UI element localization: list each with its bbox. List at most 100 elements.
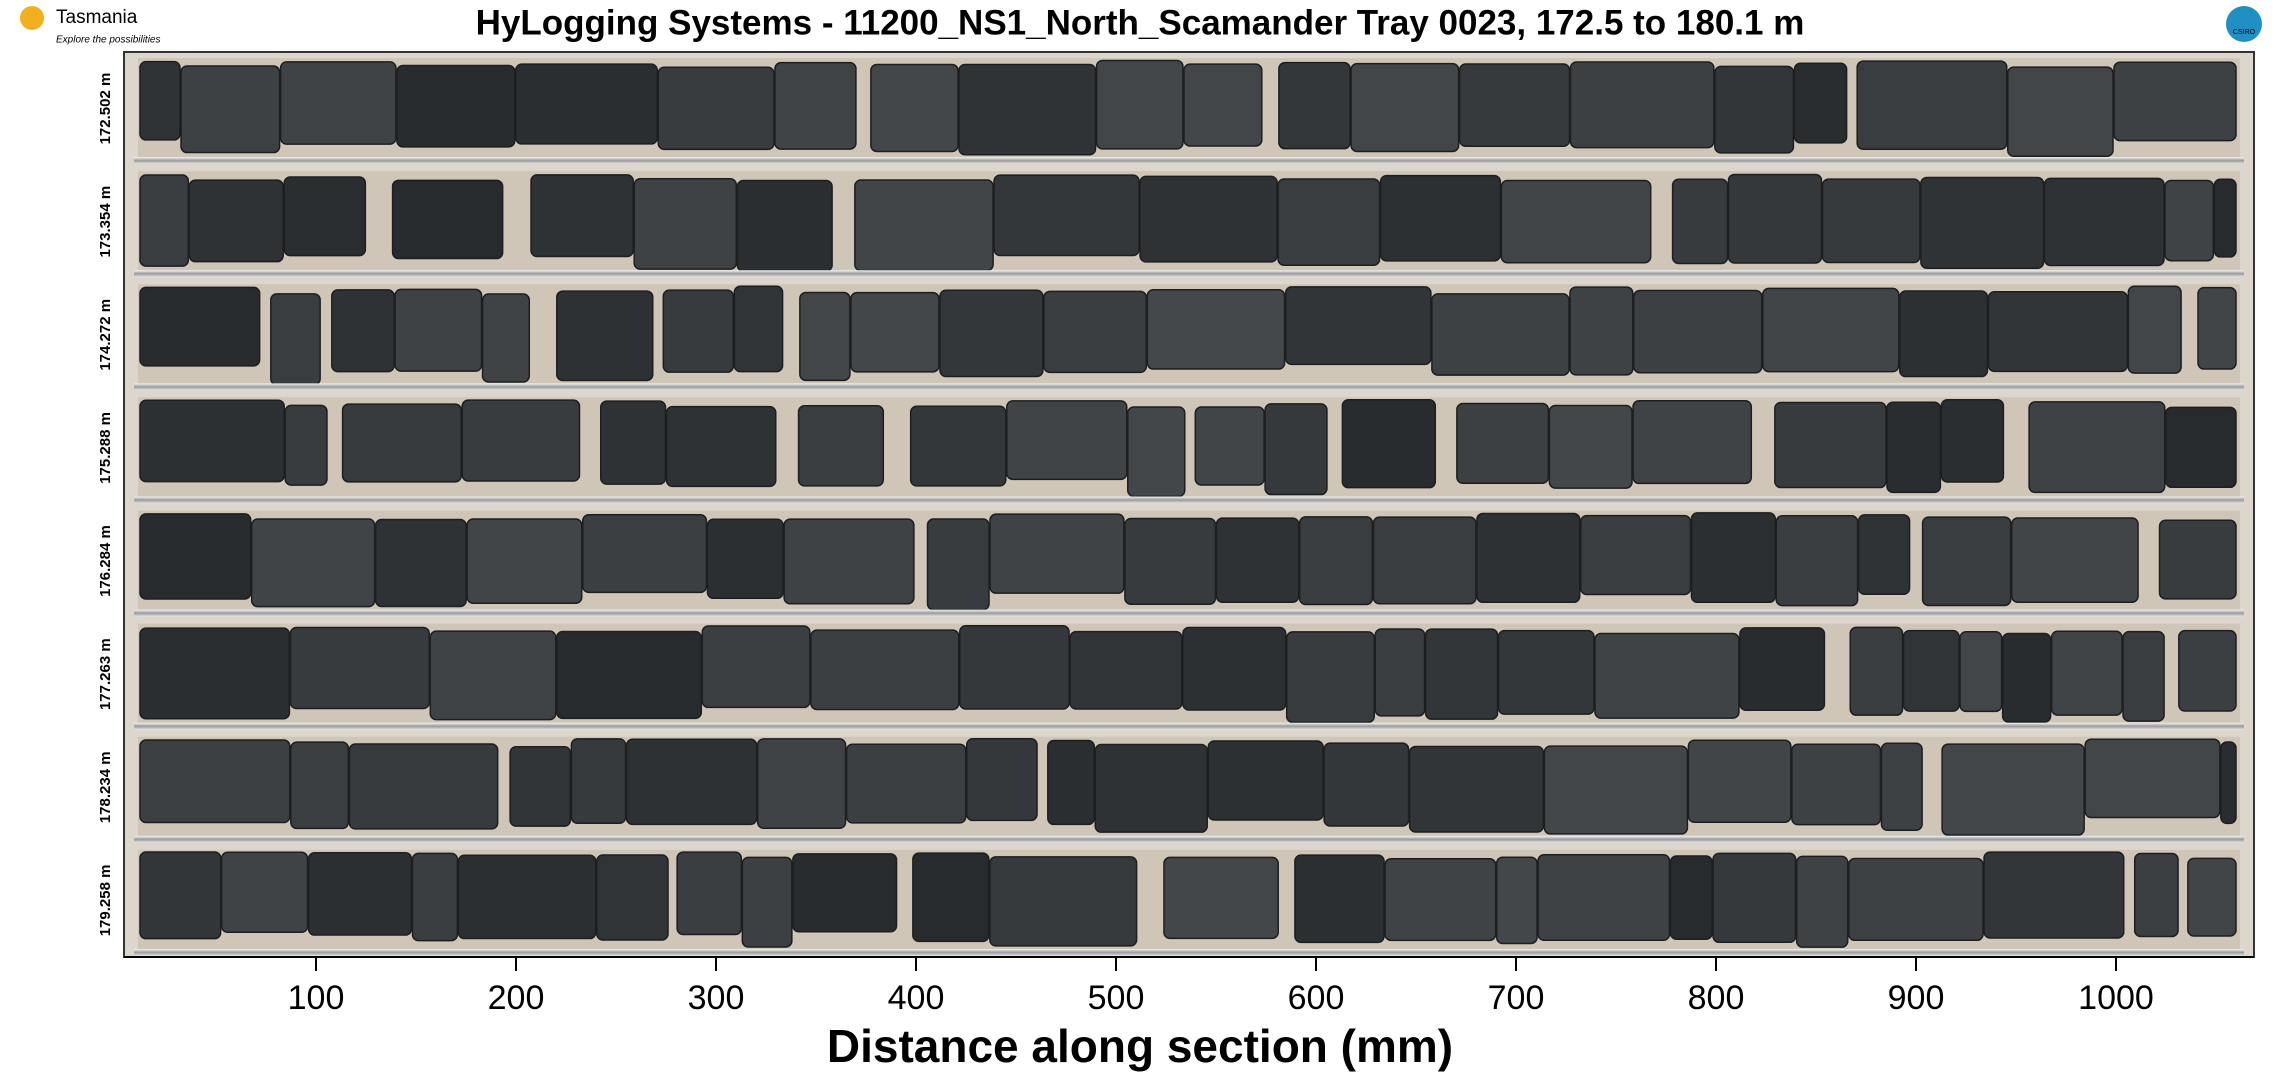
divider-rod bbox=[134, 270, 2244, 278]
core-piece bbox=[926, 518, 990, 611]
core-piece bbox=[2178, 629, 2237, 712]
core-piece bbox=[530, 174, 634, 258]
core-piece bbox=[1880, 742, 1923, 831]
divider-rod bbox=[134, 157, 2244, 165]
core-piece bbox=[2213, 178, 2237, 258]
core-piece bbox=[582, 514, 708, 594]
core-piece bbox=[797, 405, 885, 487]
divider-rod bbox=[134, 496, 2244, 504]
divider-rod bbox=[134, 383, 2244, 391]
core-piece bbox=[1633, 289, 1763, 374]
core-piece bbox=[1594, 632, 1740, 719]
core-piece bbox=[657, 66, 775, 151]
divider-rod bbox=[134, 949, 2244, 956]
core-piece bbox=[1849, 626, 1904, 716]
core-piece bbox=[139, 739, 291, 824]
core-piece bbox=[270, 293, 321, 386]
core-piece bbox=[2220, 741, 2237, 825]
core-piece bbox=[331, 289, 395, 373]
core-piece bbox=[555, 630, 703, 720]
core-piece bbox=[1821, 178, 1921, 264]
x-tick-label: 400 bbox=[888, 979, 945, 1017]
core-piece bbox=[1277, 178, 1381, 266]
core-piece bbox=[701, 625, 811, 709]
core-piece bbox=[912, 852, 990, 943]
core-piece bbox=[509, 745, 572, 827]
tray: 172.502 m 173.354 m 174.272 m 175.288 m 176.… bbox=[97, 58, 2244, 956]
core-piece bbox=[341, 403, 462, 483]
core-piece bbox=[783, 518, 915, 605]
core-piece bbox=[2197, 286, 2237, 370]
core-piece bbox=[1456, 402, 1550, 485]
row-depth-label: 173.354 m bbox=[97, 186, 114, 258]
core-piece bbox=[1127, 406, 1186, 498]
core-piece bbox=[774, 61, 857, 150]
core-piece bbox=[1424, 628, 1499, 720]
core-piece bbox=[1207, 740, 1324, 821]
core-piece bbox=[1569, 61, 1715, 149]
core-piece bbox=[1921, 516, 2012, 607]
core-piece bbox=[570, 738, 627, 825]
core-piece bbox=[810, 629, 960, 711]
core-piece bbox=[845, 743, 967, 824]
core-piece bbox=[966, 738, 1038, 822]
core-piece bbox=[1775, 514, 1859, 607]
core-piece bbox=[1495, 856, 1538, 945]
core-piece bbox=[1579, 514, 1692, 596]
divider-rod bbox=[134, 835, 2244, 843]
core-piece bbox=[596, 854, 669, 941]
core-piece bbox=[2001, 632, 2052, 723]
core-piece bbox=[1384, 857, 1497, 942]
core-piece bbox=[307, 852, 413, 936]
logo-tagline: Explore the possibilities bbox=[56, 35, 161, 46]
core-piece bbox=[1727, 173, 1823, 264]
core-piece bbox=[1762, 287, 1900, 373]
core-piece bbox=[909, 405, 1007, 487]
core-piece bbox=[188, 179, 284, 263]
core-piece bbox=[461, 399, 581, 482]
core-piece bbox=[180, 65, 281, 154]
x-tick-label: 200 bbox=[488, 979, 545, 1017]
core-piece bbox=[1350, 62, 1460, 153]
core-piece bbox=[139, 174, 190, 267]
row-depth-label: 178.234 m bbox=[97, 751, 114, 823]
core-piece bbox=[1294, 854, 1385, 944]
core-piece bbox=[220, 851, 309, 933]
core-piece bbox=[289, 626, 431, 710]
core-piece bbox=[1285, 631, 1376, 724]
core-piece bbox=[1543, 745, 1689, 835]
core-piece bbox=[139, 286, 261, 367]
core-piece bbox=[1857, 514, 1911, 596]
core-piece bbox=[1987, 290, 2129, 373]
x-tick-label: 700 bbox=[1488, 979, 1545, 1017]
core-piece bbox=[1408, 745, 1545, 833]
core-piece bbox=[2084, 738, 2221, 819]
core-piece bbox=[2164, 179, 2215, 262]
core-piece bbox=[1458, 63, 1571, 148]
core-piece bbox=[1569, 286, 1634, 376]
row-depth-label: 179.258 m bbox=[97, 865, 114, 937]
x-tick-label: 600 bbox=[1288, 979, 1345, 1017]
core-piece bbox=[1194, 406, 1265, 486]
core-piece bbox=[850, 291, 940, 373]
logo-left: Tasmania Explore the possibilities bbox=[20, 6, 161, 46]
core-piece bbox=[139, 627, 291, 720]
core-piece bbox=[1795, 855, 1849, 948]
x-tick-label: 900 bbox=[1888, 979, 1945, 1017]
core-piece bbox=[1476, 512, 1581, 604]
core-piece bbox=[625, 738, 758, 826]
core-piece bbox=[1323, 742, 1410, 827]
core-piece bbox=[250, 518, 376, 608]
core-piece bbox=[2165, 406, 2237, 489]
core-piece bbox=[1069, 630, 1183, 710]
core-piece bbox=[799, 291, 851, 382]
core-piece bbox=[662, 289, 735, 373]
core-piece bbox=[733, 285, 784, 373]
core-piece bbox=[139, 60, 181, 141]
core-piece bbox=[854, 179, 994, 272]
row-depth-label: 174.272 m bbox=[97, 299, 114, 371]
core-piece bbox=[391, 179, 504, 260]
core-piece bbox=[2050, 630, 2123, 716]
core-piece bbox=[1886, 401, 1942, 494]
